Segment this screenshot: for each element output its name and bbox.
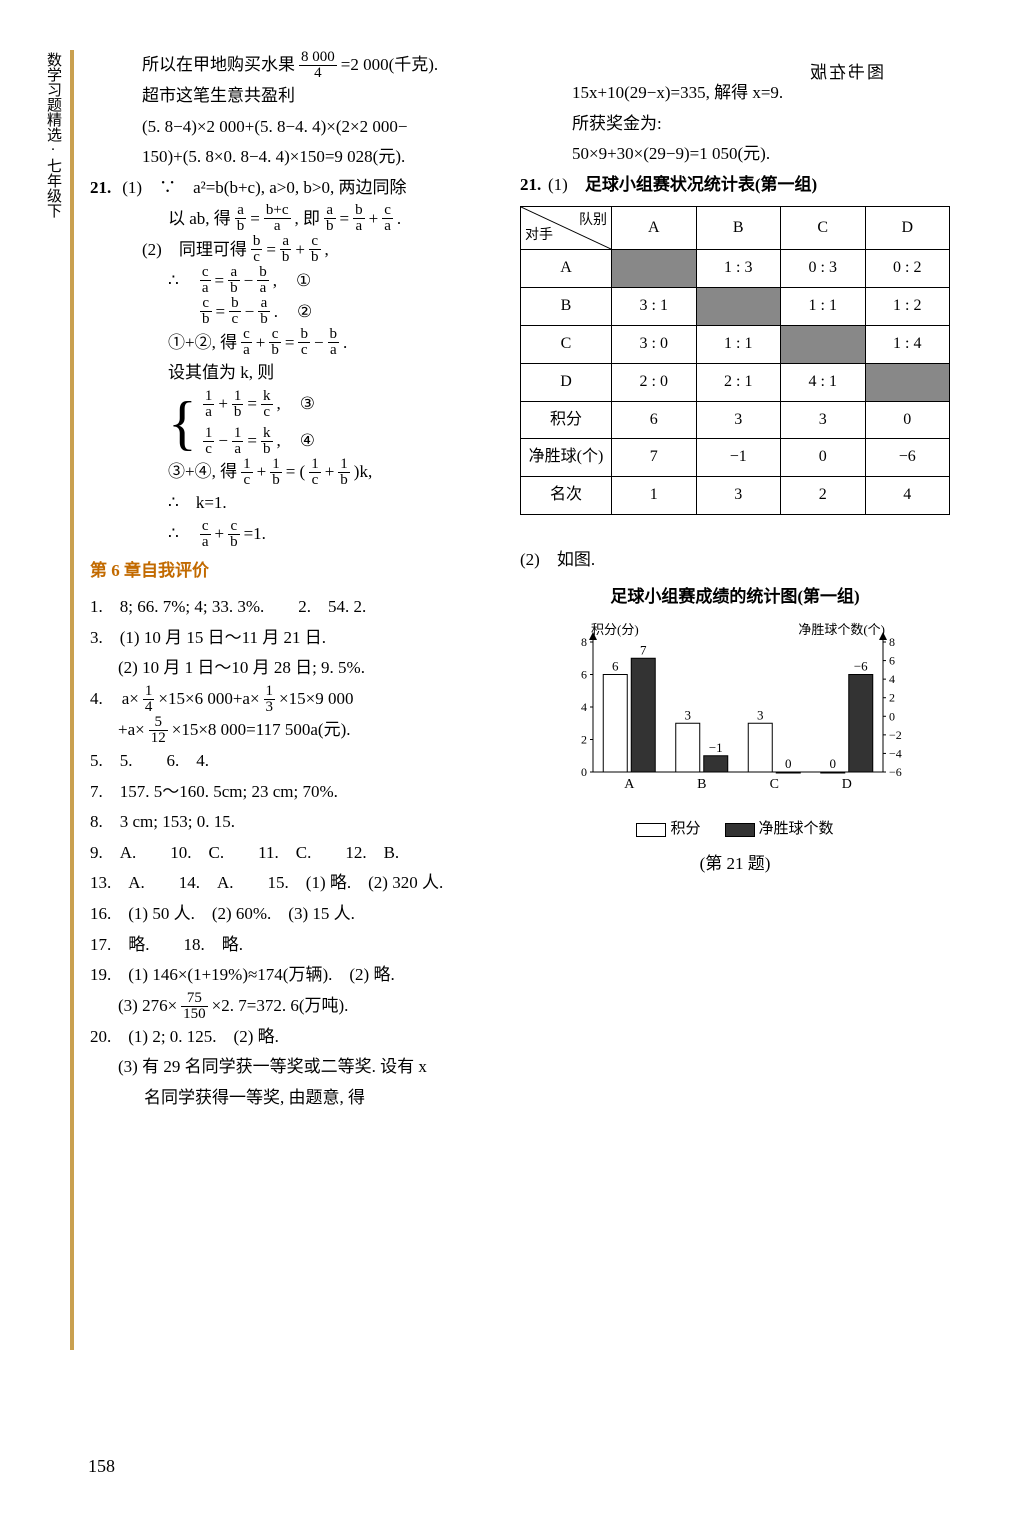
answer-line: 7. 157. 5～160. 5cm; 23 cm; 70%. — [90, 777, 490, 808]
svg-text:−4: −4 — [889, 747, 902, 761]
text: 所以在甲地购买水果 — [142, 50, 295, 81]
svg-text:B: B — [697, 777, 706, 792]
svg-text:6: 6 — [889, 654, 895, 668]
svg-text:3: 3 — [757, 707, 764, 722]
line: 50×9+30×(29−9)=1 050(元). — [520, 139, 950, 170]
table-row: D2 : 02 : 14 : 1 — [521, 363, 950, 401]
left-column: 所以在甲地购买水果 8 0004 =2 000(千克). 超市这笔生意共盈利 (… — [90, 50, 490, 1113]
answer-line: 19. (1) 146×(1+19%)≈174(万辆). (2) 略. — [90, 960, 490, 991]
svg-text:−6: −6 — [854, 659, 868, 674]
q21-right: 21.(1) 足球小组赛状况统计表(第一组) — [520, 170, 950, 201]
svg-text:4: 4 — [581, 700, 587, 714]
svg-text:C: C — [770, 777, 779, 792]
svg-text:2: 2 — [889, 691, 895, 705]
table-row: 积分6330 — [521, 401, 950, 439]
page: 数学习题精选·七年级下 图书在版 所以在甲地购买水果 8 0004 =2 000… — [0, 0, 1024, 1532]
svg-text:4: 4 — [889, 672, 895, 686]
side-accent-bar — [70, 50, 74, 1350]
answer-line: (3) 有 29 名同学获一等奖或二等奖. 设有 x — [90, 1052, 490, 1083]
svg-text:0: 0 — [581, 765, 587, 779]
svg-text:7: 7 — [640, 642, 647, 657]
line: ∴ ca+ cb =1. — [90, 519, 490, 550]
legend-goal: 净胜球个数 — [759, 821, 834, 837]
table-row: 净胜球(个)7−10−6 — [521, 439, 950, 477]
line: cb= bc− ab. ② — [90, 296, 490, 327]
side-book-title: 数学习题精选·七年级下 — [42, 52, 62, 218]
table-row: 名次1324 — [521, 477, 950, 515]
table-row: C3 : 01 : 11 : 4 — [521, 325, 950, 363]
line: 15x+10(29−x)=335, 解得 x=9. — [520, 78, 950, 109]
line: ③+④, 得 1c+ 1b= (1c+ 1b)k, — [90, 457, 490, 488]
svg-text:−2: −2 — [889, 728, 902, 742]
answer-line: 16. (1) 50 人. (2) 60%. (3) 15 人. — [90, 899, 490, 930]
line: 以 ab, 得 ab= b+ca , 即 ab= ba + ca . — [90, 203, 490, 234]
page-number: 158 — [88, 1450, 115, 1482]
chapter-6-heading: 第 6 章自我评价 — [90, 556, 490, 587]
svg-text:8: 8 — [581, 635, 587, 649]
q-number: 21. — [90, 173, 118, 204]
stats-table: 队别 对手 ABCD A1 : 30 : 30 : 2 B3 : 11 : 11… — [520, 206, 950, 515]
table-row: 队别 对手 ABCD — [521, 207, 950, 250]
answer-line: 5. 5. 6. 4. — [90, 746, 490, 777]
svg-text:6: 6 — [612, 659, 619, 674]
line: (2) 同理可得 bc= ab+ cb, — [90, 234, 490, 265]
line: 设其值为 k, 则 — [90, 358, 490, 389]
svg-text:−6: −6 — [889, 765, 902, 779]
answer-line: 1. 8; 66. 7%; 4; 33. 3%. 2. 54. 2. — [90, 592, 490, 623]
line: ①+②, 得 ca+ cb= bc− ba. — [90, 327, 490, 358]
chart-legend: 积分 净胜球个数 — [520, 816, 950, 843]
line: ∴ k=1. — [90, 488, 490, 519]
line: ∴ ca= ab− ba, ① — [90, 265, 490, 296]
table-row: B3 : 11 : 11 : 2 — [521, 288, 950, 326]
answer-line: 8. 3 cm; 153; 0. 15. — [90, 807, 490, 838]
line: (5. 8−4)×2 000+(5. 8−4. 4)×(2×2 000− — [90, 112, 490, 143]
line: 超市这笔生意共盈利 — [90, 81, 490, 112]
line: 所以在甲地购买水果 8 0004 =2 000(千克). — [90, 50, 490, 81]
answer-line: 3. (1) 10 月 15 日～11 月 21 日. — [90, 623, 490, 654]
svg-text:0: 0 — [830, 756, 837, 771]
line: 所获奖金为: — [520, 109, 950, 140]
right-column: 15x+10(29−x)=335, 解得 x=9. 所获奖金为: 50×9+30… — [520, 50, 950, 1113]
svg-text:A: A — [624, 777, 635, 792]
answer-line: 9. A. 10. C. 11. C. 12. B. — [90, 838, 490, 869]
answer-line: 20. (1) 2; 0. 125. (2) 略. — [90, 1022, 490, 1053]
answer-line: 17. 略. 18. 略. — [90, 930, 490, 961]
svg-text:积分(分): 积分(分) — [591, 622, 639, 637]
answer-line: 4. a× 14 ×15×6 000+a× 13 ×15×9 000 — [90, 684, 490, 715]
legend-score: 积分 — [670, 821, 700, 837]
chart-caption: (第 21 题) — [520, 849, 950, 880]
table-title: 足球小组赛状况统计表(第一组) — [585, 175, 817, 194]
svg-text:D: D — [842, 777, 852, 792]
answer-line: (2) 10 月 1 日～10 月 28 日; 9. 5%. — [90, 653, 490, 684]
answer-line: +a× 512 ×15×8 000=117 500a(元). — [90, 715, 490, 746]
table-row: A1 : 30 : 30 : 2 — [521, 250, 950, 288]
svg-text:6: 6 — [581, 668, 587, 682]
answer-line: 名同学获得一等奖, 由题意, 得 — [90, 1083, 490, 1114]
diag-top-label: 队别 — [579, 208, 607, 233]
svg-text:0: 0 — [785, 756, 792, 771]
line: (2) 如图. — [520, 545, 950, 576]
line: 150)+(5. 8×0. 8−4. 4)×150=9 028(元). — [90, 142, 490, 173]
svg-text:0: 0 — [889, 709, 895, 723]
svg-text:2: 2 — [581, 733, 587, 747]
svg-text:8: 8 — [889, 635, 895, 649]
answer-line: (3) 276× 75150 ×2. 7=372. 6(万吨). — [90, 991, 490, 1022]
diag-bot-label: 对手 — [525, 223, 553, 248]
content-columns: 所以在甲地购买水果 8 0004 =2 000(千克). 超市这笔生意共盈利 (… — [90, 50, 990, 1113]
equation-system: { 1a+ 1b= kc, ③ 1c− 1a= kb, ④ — [90, 389, 490, 457]
text: (1) ∵ a²=b(b+c), a>0, b>0, 两边同除 — [122, 178, 406, 197]
q21: 21. (1) ∵ a²=b(b+c), a>0, b>0, 两边同除 — [90, 173, 490, 204]
svg-text:3: 3 — [685, 707, 692, 722]
chart-title: 足球小组赛成绩的统计图(第一组) — [520, 582, 950, 613]
svg-text:−1: −1 — [709, 740, 723, 755]
text: =2 000(千克). — [341, 50, 438, 81]
bar-chart: 积分(分)净胜球个数(个)02468−6−4−20246867A3−1B30C0… — [545, 622, 925, 812]
answer-line: 13. A. 14. A. 15. (1) 略. (2) 320 人. — [90, 868, 490, 899]
svg-text:净胜球个数(个): 净胜球个数(个) — [798, 622, 885, 637]
